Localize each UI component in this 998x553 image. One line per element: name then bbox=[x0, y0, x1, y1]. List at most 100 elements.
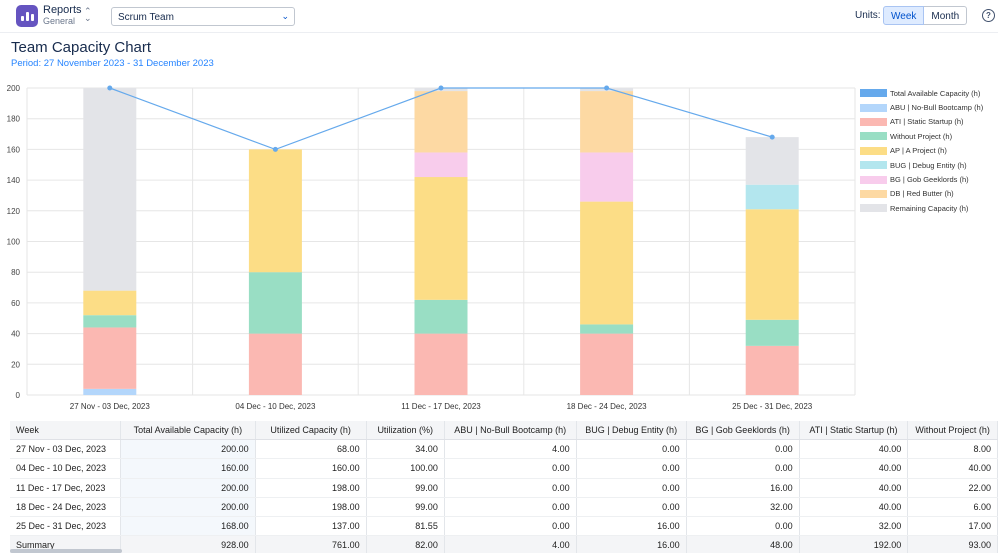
question-circle-icon[interactable]: ? bbox=[982, 9, 995, 22]
value-cell: 16.00 bbox=[576, 516, 687, 537]
legend-item[interactable]: BG | Gob Geeklords (h) bbox=[860, 172, 983, 186]
y-tick-label: 0 bbox=[16, 391, 21, 400]
x-tick-label: 18 Dec - 24 Dec, 2023 bbox=[567, 402, 648, 411]
value-cell: 40.00 bbox=[799, 497, 909, 517]
value-cell: 16.00 bbox=[686, 478, 800, 498]
units-week-button[interactable]: Week bbox=[883, 6, 925, 25]
line-point bbox=[272, 146, 278, 152]
bar-segment bbox=[580, 201, 634, 325]
value-cell: 40.00 bbox=[907, 458, 998, 479]
value-cell: 0.00 bbox=[686, 439, 800, 460]
value-cell: 99.00 bbox=[366, 478, 445, 498]
legend-label: BUG | Debug Entity (h) bbox=[890, 160, 967, 170]
value-cell: 0.00 bbox=[686, 516, 800, 537]
value-cell: 81.55 bbox=[366, 516, 445, 537]
bar-segment bbox=[248, 149, 302, 273]
legend-swatch bbox=[860, 161, 887, 170]
legend-label: Total Available Capacity (h) bbox=[890, 88, 981, 98]
value-cell: 0.00 bbox=[444, 478, 577, 498]
value-cell: 0.00 bbox=[576, 458, 687, 479]
chevron-up-down-icon[interactable]: ⌃ ⌄ bbox=[84, 6, 92, 23]
app-title[interactable]: Reports bbox=[43, 4, 82, 16]
value-cell: 0.00 bbox=[576, 439, 687, 460]
legend-swatch bbox=[860, 132, 887, 141]
table-header-row: Week Total Available Capacity (h) Utilized… bbox=[10, 421, 998, 441]
column-header[interactable]: BUG | Debug Entity (h) bbox=[576, 421, 687, 441]
legend-swatch bbox=[860, 117, 887, 126]
legend-item[interactable]: AP | A Project (h) bbox=[860, 144, 983, 158]
column-header[interactable]: ABU | No-Bull Bootcamp (h) bbox=[444, 421, 577, 441]
bar-segment bbox=[248, 272, 302, 334]
legend-item[interactable]: DB | Red Butter (h) bbox=[860, 187, 983, 201]
line-point bbox=[438, 85, 444, 91]
bar-segment bbox=[745, 345, 799, 395]
column-header[interactable]: Utilized Capacity (h) bbox=[255, 421, 367, 441]
bar-segment bbox=[414, 91, 468, 153]
bar-segment bbox=[745, 137, 799, 185]
table-row[interactable]: 04 Dec - 10 Dec, 2023 160.00 160.00 100.00 0… bbox=[10, 458, 998, 479]
legend-label: Without Project (h) bbox=[890, 131, 953, 141]
value-cell: 200.00 bbox=[120, 439, 256, 460]
bar-segment bbox=[414, 152, 468, 178]
capacity-table-container[interactable]: Week Total Available Capacity (h) Utilized… bbox=[10, 421, 998, 553]
value-cell: 68.00 bbox=[255, 439, 367, 460]
legend-item[interactable]: ATI | Static Startup (h) bbox=[860, 115, 983, 129]
value-cell: 40.00 bbox=[799, 458, 909, 479]
legend-swatch bbox=[860, 89, 887, 98]
bar-segment bbox=[83, 88, 137, 291]
value-cell: 40.00 bbox=[799, 478, 909, 498]
week-cell: 25 Dec - 31 Dec, 2023 bbox=[10, 516, 122, 537]
line-point bbox=[604, 85, 610, 91]
summary-cell: 4.00 bbox=[444, 535, 577, 553]
column-header[interactable]: Utilization (%) bbox=[366, 421, 445, 441]
legend-swatch bbox=[860, 175, 887, 184]
bar-segment bbox=[580, 152, 634, 202]
reports-app-icon[interactable] bbox=[16, 5, 38, 27]
top-bar: Reports General ⌃ ⌄ Scrum Team ⌄ Units: W… bbox=[0, 0, 998, 33]
x-tick-label: 27 Nov - 03 Dec, 2023 bbox=[70, 402, 151, 411]
value-cell: 200.00 bbox=[120, 497, 256, 517]
bar-segment bbox=[414, 333, 468, 395]
bar-segment bbox=[414, 177, 468, 300]
column-header[interactable]: Without Project (h) bbox=[907, 421, 998, 441]
summary-label: Summary bbox=[10, 535, 122, 553]
table-row[interactable]: 18 Dec - 24 Dec, 2023 200.00 198.00 99.00 0.… bbox=[10, 497, 998, 517]
value-cell: 40.00 bbox=[799, 439, 909, 460]
summary-row: Summary 928.00 761.00 82.00 4.00 16.00 48.00 19… bbox=[10, 535, 998, 553]
team-select[interactable]: Scrum Team ⌄ bbox=[111, 7, 295, 26]
legend-label: ATI | Static Startup (h) bbox=[890, 117, 964, 127]
summary-cell: 93.00 bbox=[907, 535, 998, 553]
value-cell: 160.00 bbox=[255, 458, 367, 479]
column-header[interactable]: Total Available Capacity (h) bbox=[120, 421, 256, 441]
page-title: Team Capacity Chart bbox=[11, 39, 152, 56]
value-cell: 198.00 bbox=[255, 497, 367, 517]
chevron-down-icon: ⌄ bbox=[281, 11, 289, 21]
units-month-button[interactable]: Month bbox=[924, 6, 968, 25]
bar-segment bbox=[83, 388, 137, 395]
value-cell: 198.00 bbox=[255, 478, 367, 498]
bar-segment bbox=[580, 333, 634, 395]
column-header[interactable]: Week bbox=[10, 421, 122, 441]
line-point bbox=[107, 85, 113, 91]
bar-segment bbox=[83, 327, 137, 389]
bar-segment bbox=[745, 319, 799, 346]
legend-item[interactable]: BUG | Debug Entity (h) bbox=[860, 158, 983, 172]
summary-cell: 82.00 bbox=[366, 535, 445, 553]
chart-legend: Total Available Capacity (h) ABU | No-Bul… bbox=[860, 86, 983, 216]
legend-item[interactable]: ABU | No-Bull Bootcamp (h) bbox=[860, 100, 983, 114]
line-point bbox=[769, 134, 775, 140]
legend-item[interactable]: Total Available Capacity (h) bbox=[860, 86, 983, 100]
bar-segment bbox=[580, 324, 634, 334]
column-header[interactable]: BG | Gob Geeklords (h) bbox=[686, 421, 800, 441]
period-text: Period: 27 November 2023 - 31 December 2… bbox=[11, 58, 214, 69]
y-tick-label: 80 bbox=[11, 268, 20, 277]
legend-item[interactable]: Without Project (h) bbox=[860, 129, 983, 143]
table-row[interactable]: 25 Dec - 31 Dec, 2023 168.00 137.00 81.55 0.… bbox=[10, 516, 998, 537]
table-row[interactable]: 11 Dec - 17 Dec, 2023 200.00 198.00 99.00 0.… bbox=[10, 478, 998, 498]
table-row[interactable]: 27 Nov - 03 Dec, 2023 200.00 68.00 34.00 4.0… bbox=[10, 439, 998, 460]
week-cell: 04 Dec - 10 Dec, 2023 bbox=[10, 458, 122, 479]
column-header[interactable]: ATI | Static Startup (h) bbox=[799, 421, 909, 441]
legend-item[interactable]: Remaining Capacity (h) bbox=[860, 201, 983, 215]
app-subtitle: General bbox=[43, 16, 76, 26]
horizontal-scrollbar[interactable] bbox=[10, 549, 122, 553]
